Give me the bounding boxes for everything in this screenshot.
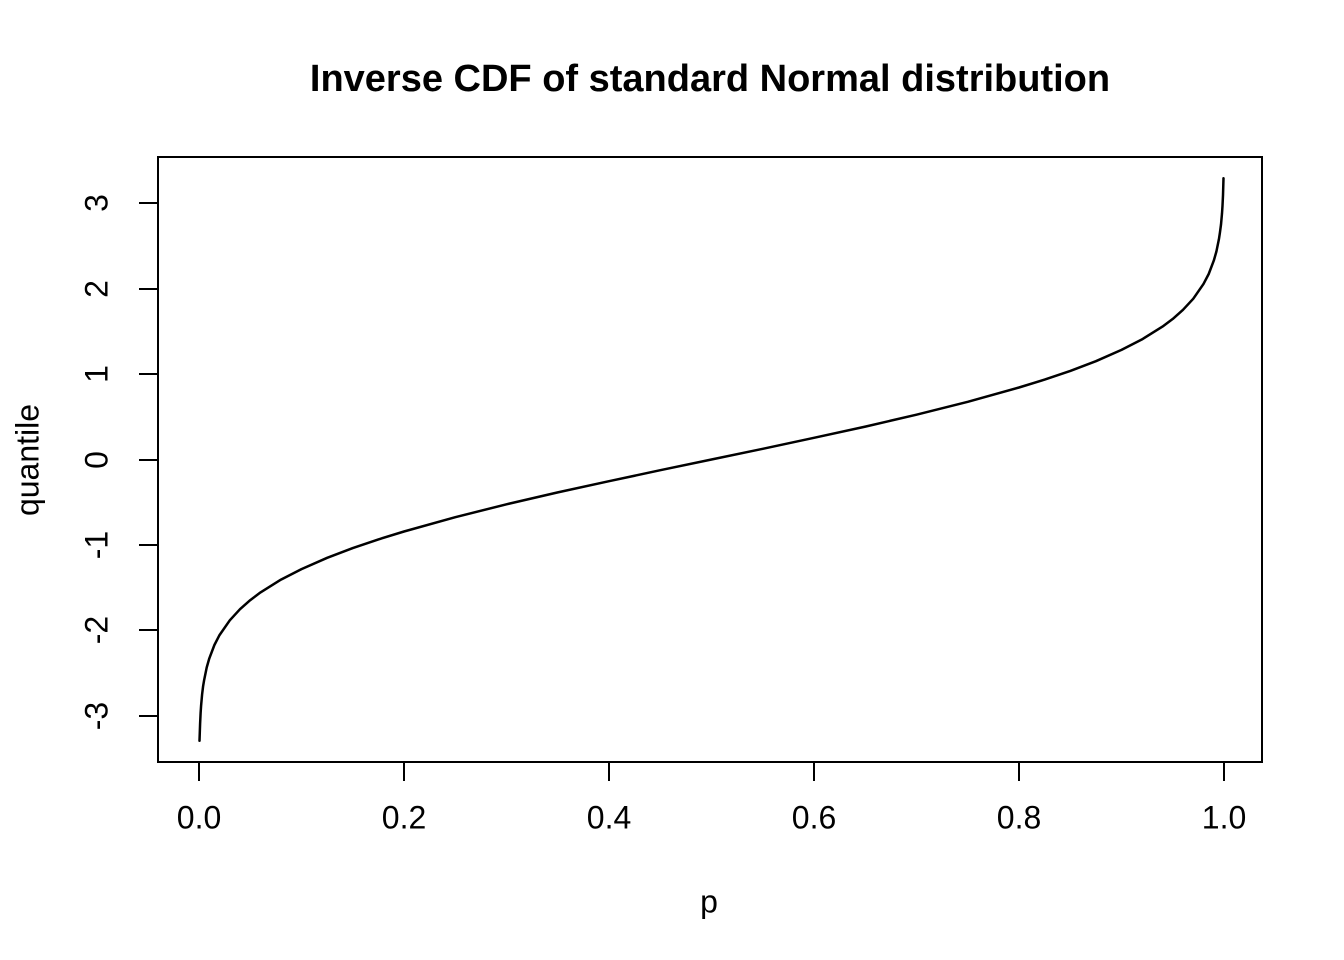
x-axis-tick — [608, 763, 611, 781]
y-axis-tick — [139, 202, 157, 205]
y-axis-tick-label: 1 — [78, 365, 115, 383]
y-axis-tick — [139, 714, 157, 717]
y-axis-tick — [139, 287, 157, 290]
x-axis-tick — [403, 763, 406, 781]
x-axis-label: p — [700, 883, 718, 920]
y-axis-tick-label: -3 — [78, 701, 115, 731]
y-axis-tick — [139, 629, 157, 632]
y-axis-tick-label: 0 — [78, 450, 115, 469]
y-axis-tick — [139, 373, 157, 375]
x-axis-tick-label: 0.6 — [791, 799, 837, 836]
x-axis-tick-label: 0.4 — [586, 799, 632, 836]
y-axis-tick-label: -2 — [78, 616, 115, 645]
chart-title: Inverse CDF of standard Normal distribut… — [309, 58, 1111, 100]
y-axis-tick-label: 2 — [78, 279, 115, 298]
x-axis-tick — [1223, 763, 1226, 781]
x-axis-tick-label: 0.0 — [176, 799, 222, 836]
x-axis-tick-label: 0.2 — [381, 799, 427, 836]
x-axis-tick-label: 1.0 — [1201, 799, 1247, 836]
y-axis-tick-label: -1 — [78, 530, 115, 560]
x-axis-tick-label: 0.8 — [996, 799, 1042, 836]
x-axis-tick — [1018, 763, 1021, 781]
y-axis-tick-label: 3 — [78, 194, 115, 212]
x-axis-tick — [813, 763, 816, 781]
y-axis-tick — [139, 543, 157, 546]
y-axis-tick — [139, 458, 157, 461]
plot-area — [157, 156, 1263, 763]
y-axis-label: quantile — [9, 403, 46, 517]
x-axis-tick — [198, 763, 201, 781]
